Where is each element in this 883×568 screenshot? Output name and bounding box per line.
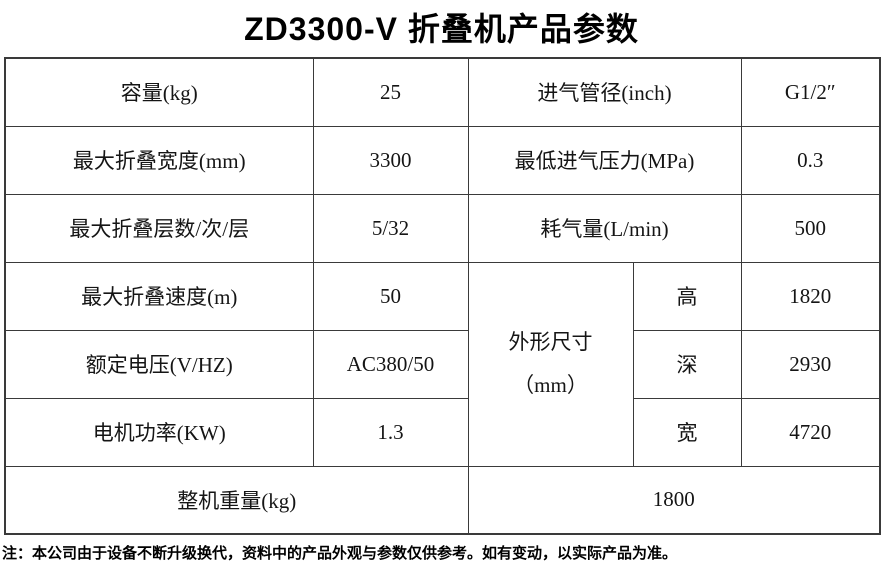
- spec-value-cell: 500: [740, 193, 881, 263]
- spec-label-cell: 最低进气压力(MPa): [467, 125, 742, 195]
- footnote: 注：本公司由于设备不断升级换代，资料中的产品外观与参数仅供参考。如有变动，以实际…: [2, 545, 678, 562]
- dimension-name-cell: 宽: [632, 397, 742, 467]
- spec-table: 容量(kg) 25 进气管径(inch) G1/2″ 最大折叠宽度(mm) 33…: [4, 57, 881, 535]
- dimensions-title: 外形尺寸: [508, 330, 593, 355]
- dimension-value-cell: 4720: [740, 397, 881, 467]
- spec-label-cell: 进气管径(inch): [467, 57, 742, 127]
- spec-label-cell: 最大折叠宽度(mm): [4, 125, 314, 195]
- table-row: 最大折叠宽度(mm) 3300 最低进气压力(MPa) 0.3: [4, 125, 881, 195]
- spec-value-cell: 5/32: [312, 193, 469, 263]
- spec-value-cell: 0.3: [740, 125, 881, 195]
- dimensions-label-cell: 外形尺寸 （mm）: [467, 261, 634, 467]
- spec-label-cell: 耗气量(L/min): [467, 193, 742, 263]
- table-row: 整机重量(kg) 1800: [4, 465, 881, 535]
- table-row: 最大折叠速度(m) 50 外形尺寸 （mm） 高 1820: [4, 261, 881, 467]
- spec-label-cell: 电机功率(KW): [4, 397, 314, 467]
- total-label-cell: 整机重量(kg): [4, 465, 469, 535]
- dimensions-unit: （mm）: [513, 372, 588, 397]
- table-row: 额定电压(V/HZ) AC380/50 深 2930: [4, 329, 881, 399]
- table-row: 最大折叠层数/次/层 5/32 耗气量(L/min) 500: [4, 193, 881, 263]
- total-value-cell: 1800: [467, 465, 881, 535]
- spec-value-cell: 25: [312, 57, 469, 127]
- spec-label-cell: 容量(kg): [4, 57, 314, 127]
- spec-value-cell: AC380/50: [312, 329, 469, 399]
- spec-value-cell: 1.3: [312, 397, 469, 467]
- dimension-name-cell: 深: [632, 329, 742, 399]
- page-title: ZD3300-V 折叠机产品参数: [244, 11, 639, 47]
- dimension-name-cell: 高: [632, 261, 742, 331]
- dimension-value-cell: 2930: [740, 329, 881, 399]
- spec-label-cell: 最大折叠层数/次/层: [4, 193, 314, 263]
- spec-label-cell: 额定电压(V/HZ): [4, 329, 314, 399]
- table-row: 电机功率(KW) 1.3 宽 4720: [4, 397, 881, 467]
- spec-value-cell: 3300: [312, 125, 469, 195]
- spec-value-cell: G1/2″: [740, 57, 881, 127]
- spec-label-cell: 最大折叠速度(m): [4, 261, 314, 331]
- dimension-value-cell: 1820: [740, 261, 881, 331]
- spec-value-cell: 50: [312, 261, 469, 331]
- table-row: 容量(kg) 25 进气管径(inch) G1/2″: [4, 57, 881, 127]
